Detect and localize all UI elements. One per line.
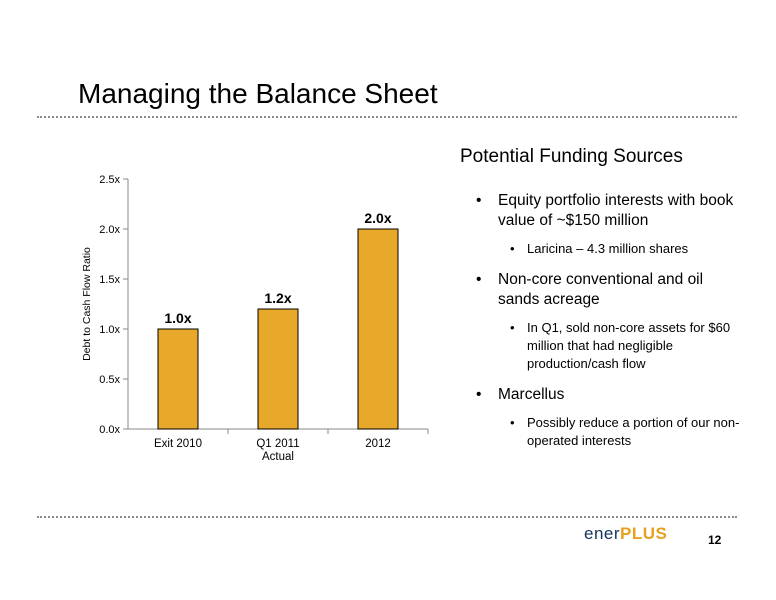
slide-title: Managing the Balance Sheet — [78, 78, 438, 109]
x-tick-label: Exit 2010 — [154, 438, 202, 450]
bullet-marcellus: Marcellus — [476, 385, 746, 405]
data-label: 2.0x — [364, 210, 391, 226]
subbullet-laricina: Laricina – 4.3 million shares — [476, 240, 746, 258]
bar-0 — [157, 328, 199, 430]
x-tick-label: 2012 — [365, 438, 391, 450]
funding-heading: Potential Funding Sources — [460, 146, 683, 167]
y-tick-label: 1.0x — [99, 324, 120, 336]
subbullet-non-operated-interests: Possibly reduce a portion of our non-ope… — [476, 414, 746, 450]
x-tick-label: Q1 2011 — [256, 438, 299, 450]
bottom-divider — [37, 516, 737, 518]
bullet-equity-portfolio: Equity portfolio interests with book val… — [476, 191, 746, 231]
data-label: 1.2x — [264, 290, 291, 306]
y-tick-label: 0.0x — [99, 424, 120, 436]
logo-text-ener: ener — [584, 524, 621, 543]
funding-bullet-list: Equity portfolio interests with book val… — [476, 191, 746, 462]
logo-text-plus: PLUS — [620, 524, 668, 543]
data-label: 1.0x — [164, 310, 191, 326]
enerplus-logo: enerPLUS — [584, 524, 667, 544]
bar-2 — [357, 228, 399, 430]
y-tick-label: 2.0x — [99, 224, 120, 236]
y-tick-label: 2.5x — [99, 174, 120, 186]
subbullet-q1-asset-sale: In Q1, sold non-core assets for $60 mill… — [476, 319, 746, 373]
bar-1 — [257, 308, 299, 430]
bullet-non-core-acreage: Non-core conventional and oil sands acre… — [476, 270, 746, 310]
y-tick-label: 1.5x — [99, 274, 120, 286]
x-tick-label: Actual — [262, 451, 294, 463]
y-tick-label: 0.5x — [99, 374, 120, 386]
y-axis-title: Debt to Cash Flow Ratio — [81, 247, 93, 361]
page-number: 12 — [708, 533, 722, 547]
top-divider — [37, 116, 737, 118]
debt-ratio-bar-chart: 0.0x 0.5x 1.0x 1.5x 2.0x 2.5x Debt to Cash Flo… — [81, 174, 429, 463]
